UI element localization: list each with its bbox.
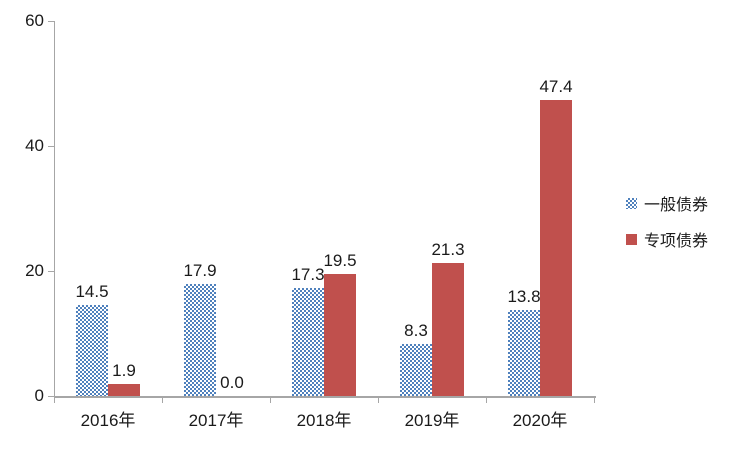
x-axis-line [54, 396, 596, 398]
x-axis-tick-mark [486, 396, 487, 403]
x-axis-label: 2018年 [296, 411, 352, 430]
x-axis-label: 2019年 [404, 411, 460, 430]
x-axis-label: 2016年 [80, 411, 136, 430]
y-axis-tick-label: 40 [25, 136, 44, 155]
legend-label-general-bonds: 一般债券 [644, 197, 709, 214]
legend-marker-general-bonds-icon [626, 197, 637, 209]
y-axis-tick-label: 60 [25, 11, 44, 30]
bar [400, 344, 432, 396]
legend-label-special-bonds: 专项债券 [644, 233, 709, 250]
bar-value-label: 14.5 [75, 282, 109, 301]
bar [540, 100, 572, 396]
y-axis-tick-mark [48, 146, 54, 147]
bar [292, 288, 324, 396]
legend-item-general-bonds: 一般债券 [626, 192, 708, 214]
x-axis-tick-mark [270, 396, 271, 403]
y-axis-tick-mark [48, 271, 54, 272]
y-axis-line [54, 21, 55, 397]
bar [432, 263, 464, 396]
bar-value-label: 1.9 [112, 361, 136, 380]
bar-value-label: 21.3 [431, 240, 465, 259]
bar [76, 305, 108, 396]
bar-value-label: 17.3 [291, 265, 325, 284]
bar-value-label: 0.0 [220, 373, 244, 392]
y-axis-tick-mark [48, 396, 54, 397]
y-axis-tick-mark [48, 21, 54, 22]
x-axis-label: 2020年 [512, 411, 568, 430]
x-axis-label: 2017年 [188, 411, 244, 430]
bar-value-label: 13.8 [507, 287, 541, 306]
y-axis-tick-label: 0 [34, 386, 44, 405]
bar-value-label: 19.5 [323, 251, 357, 270]
x-axis-tick-mark [594, 396, 595, 403]
x-axis-tick-mark [162, 396, 163, 403]
y-axis-tick-label: 20 [25, 261, 44, 280]
bar [324, 274, 356, 396]
bar-value-label: 17.9 [183, 261, 217, 280]
bar [508, 310, 540, 396]
bar-value-label: 47.4 [539, 77, 573, 96]
x-axis-tick-mark [378, 396, 379, 403]
bar [108, 384, 140, 396]
legend-item-special-bonds: 专项债券 [626, 228, 708, 250]
chart-legend: 一般债券 专项债券 [626, 192, 708, 264]
legend-marker-special-bonds-icon [626, 233, 637, 245]
x-axis-tick-mark [54, 396, 55, 403]
bar-value-label: 8.3 [404, 321, 428, 340]
bar [184, 284, 216, 396]
